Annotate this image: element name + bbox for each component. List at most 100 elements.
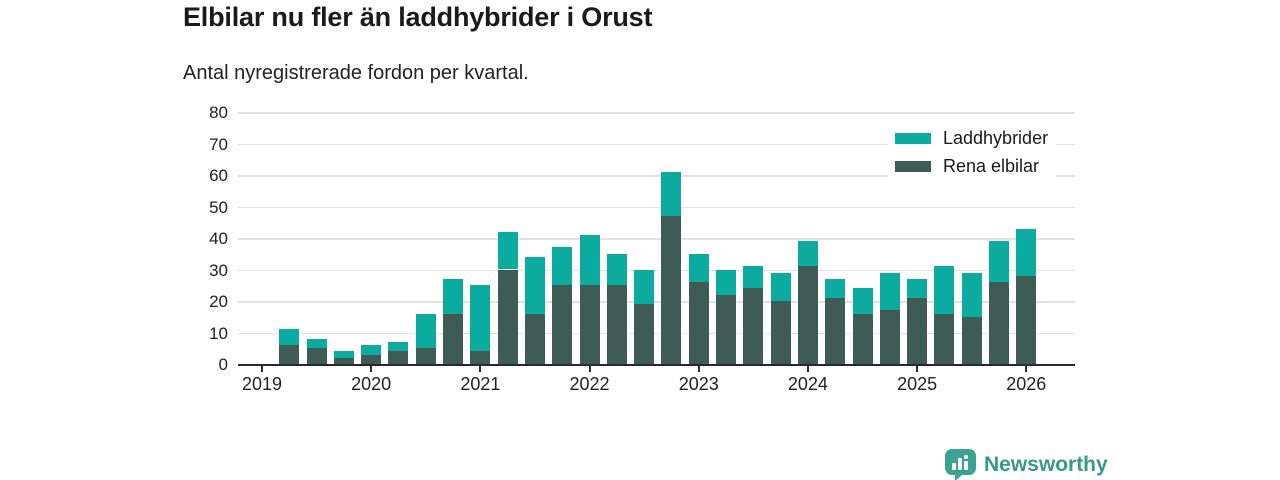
newsworthy-logo-icon (944, 448, 977, 480)
gridline-y-60 (238, 175, 1075, 177)
y-axis-label: 60 (209, 166, 228, 185)
bar-segment-rena-elbilar (579, 285, 600, 364)
bar-segment-laddhybrider (1016, 228, 1037, 276)
bar-segment-rena-elbilar (415, 348, 436, 364)
bar-segment-rena-elbilar (961, 316, 982, 364)
bar-segment-laddhybrider (497, 231, 518, 270)
x-axis-tick-2025 (916, 366, 919, 372)
bar-segment-rena-elbilar (907, 297, 928, 364)
legend-label: Rena elbilar (943, 156, 1040, 176)
gridline-y-10 (238, 332, 1075, 334)
bar-segment-laddhybrider (988, 241, 1009, 283)
bar-segment-rena-elbilar (743, 288, 764, 364)
bar-segment-laddhybrider (716, 269, 737, 295)
x-axis-line (238, 364, 1075, 366)
bar-segment-laddhybrider (852, 288, 873, 314)
bar-segment-rena-elbilar (797, 266, 818, 364)
bar-segment-laddhybrider (879, 272, 900, 311)
x-axis-label-2021: 2021 (460, 374, 501, 394)
gridline-y-20 (238, 301, 1075, 303)
bar-segment-laddhybrider (688, 253, 709, 283)
bar-segment-rena-elbilar (443, 313, 464, 364)
bar-segment-rena-elbilar (497, 269, 518, 364)
bar-segment-laddhybrider (524, 256, 545, 314)
bar-segment-laddhybrider (934, 266, 955, 314)
x-axis-label-2025: 2025 (897, 374, 938, 394)
x-axis-tick-2023 (697, 366, 700, 372)
bar-segment-laddhybrider (443, 278, 464, 314)
x-axis-label-2022: 2022 (569, 374, 610, 394)
bar-segment-rena-elbilar (688, 282, 709, 364)
bar-segment-laddhybrider (470, 285, 491, 352)
bar-segment-rena-elbilar (552, 285, 573, 364)
gridline-y-40 (238, 238, 1075, 240)
y-axis-label: 70 (209, 134, 228, 154)
x-axis-label-2019: 2019 (241, 374, 283, 394)
legend-swatch-rena-elbilar (895, 161, 931, 172)
bar-segment-rena-elbilar (852, 313, 873, 364)
bar-segment-laddhybrider (825, 278, 846, 298)
bar-segment-laddhybrider (361, 345, 382, 355)
bar-segment-laddhybrider (743, 266, 764, 289)
bar-segment-laddhybrider (606, 253, 627, 286)
bar-segment-rena-elbilar (988, 282, 1009, 364)
x-axis-label-2020: 2020 (351, 374, 392, 394)
bar-segment-laddhybrider (333, 351, 354, 358)
bar-segment-rena-elbilar (716, 294, 737, 364)
bar-segment-rena-elbilar (333, 357, 354, 364)
bar-segment-rena-elbilar (770, 301, 791, 364)
bar-segment-laddhybrider (907, 278, 928, 298)
y-axis-label: 40 (209, 229, 228, 248)
x-axis-tick-2022 (588, 366, 591, 372)
y-axis-label: 20 (209, 292, 228, 311)
bar-segment-laddhybrider (552, 247, 573, 286)
bar-segment-rena-elbilar (361, 354, 382, 364)
chart-title: Elbilar nu fler än laddhybrider i Orust (183, 2, 653, 32)
gridline-y-80 (238, 112, 1075, 114)
bar-segment-rena-elbilar (634, 304, 655, 364)
newsworthy-logo: Newsworthy (944, 448, 1108, 480)
x-axis-label-2026: 2026 (1006, 374, 1047, 394)
bar-segment-laddhybrider (279, 329, 300, 346)
bar-segment-rena-elbilar (1016, 275, 1037, 364)
y-axis-label: 80 (209, 103, 228, 122)
legend-item-rena-elbilar: Rena elbilar (888, 155, 1057, 178)
x-axis-tick-2026 (1025, 366, 1028, 372)
bar-segment-rena-elbilar (934, 313, 955, 364)
bar-segment-rena-elbilar (388, 351, 409, 364)
bar-segment-laddhybrider (661, 171, 682, 216)
y-axis-label: 10 (209, 323, 228, 343)
legend: Laddhybrider Rena elbilar (888, 127, 1057, 178)
y-axis-label: 30 (209, 260, 228, 280)
bar-segment-laddhybrider (961, 272, 982, 317)
x-axis-tick-2024 (806, 366, 809, 372)
y-axis-label: 50 (209, 197, 228, 217)
x-axis-label-2024: 2024 (787, 374, 828, 394)
legend-label: Laddhybrider (943, 128, 1049, 148)
gridline-y-50 (238, 206, 1075, 208)
bar-segment-laddhybrider (797, 241, 818, 267)
bar-segment-rena-elbilar (661, 215, 682, 364)
bar-segment-rena-elbilar (279, 345, 300, 364)
x-axis-tick-2019 (261, 366, 263, 372)
gridline-y-70 (238, 143, 1075, 145)
x-axis-tick-2021 (479, 366, 482, 372)
bar-segment-laddhybrider (415, 313, 436, 349)
gridline-y-30 (238, 269, 1075, 271)
bar-segment-rena-elbilar (606, 285, 627, 364)
newsworthy-logo-text: Newsworthy (984, 452, 1108, 476)
y-axis-label: 0 (218, 355, 228, 374)
legend-swatch-laddhybrider (895, 133, 931, 144)
bar-segment-laddhybrider (306, 338, 327, 349)
bar-segment-rena-elbilar (306, 348, 327, 364)
bar-segment-rena-elbilar (470, 351, 491, 364)
bar-segment-laddhybrider (634, 269, 655, 305)
legend-item-laddhybrider: Laddhybrider (888, 127, 1057, 150)
bar-segment-laddhybrider (770, 272, 791, 301)
bar-segment-rena-elbilar (524, 313, 545, 364)
x-axis-tick-2020 (370, 366, 373, 372)
x-axis-label-2023: 2023 (678, 374, 719, 394)
bar-segment-rena-elbilar (825, 297, 846, 364)
chart-subtitle: Antal nyregistrerade fordon per kvartal. (183, 62, 529, 84)
